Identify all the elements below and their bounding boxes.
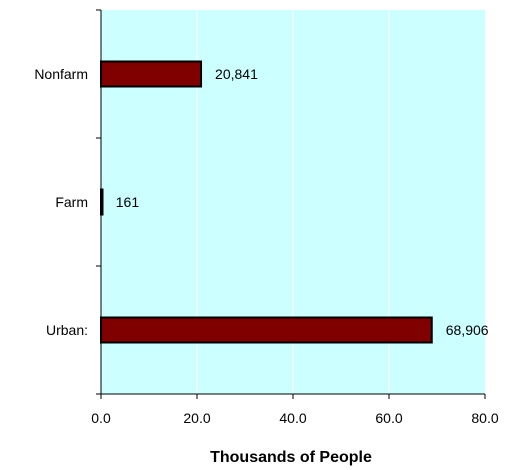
category-label: Nonfarm: [34, 66, 88, 82]
bar-urban: [100, 316, 433, 344]
x-tick-label: 60.0: [375, 410, 402, 426]
bars: [100, 60, 433, 344]
x-tick-label: 40.0: [279, 410, 306, 426]
axes: [96, 9, 486, 399]
x-tick-label: 20.0: [183, 410, 210, 426]
data-label: 68,906: [446, 322, 489, 338]
category-label: Urban:: [46, 322, 88, 338]
category-label: Farm: [55, 194, 88, 210]
x-axis-title: Thousands of People: [210, 449, 372, 466]
x-tick-label: 80.0: [471, 410, 498, 426]
x-tick-label: 0.0: [91, 410, 111, 426]
data-label: 20,841: [215, 66, 258, 82]
bar-nonfarm: [100, 60, 203, 88]
data-label: 161: [116, 194, 140, 210]
labels: Nonfarm 20,841 Farm 161 Urban: 68,906 0.0 20.0 4…: [34, 66, 499, 426]
